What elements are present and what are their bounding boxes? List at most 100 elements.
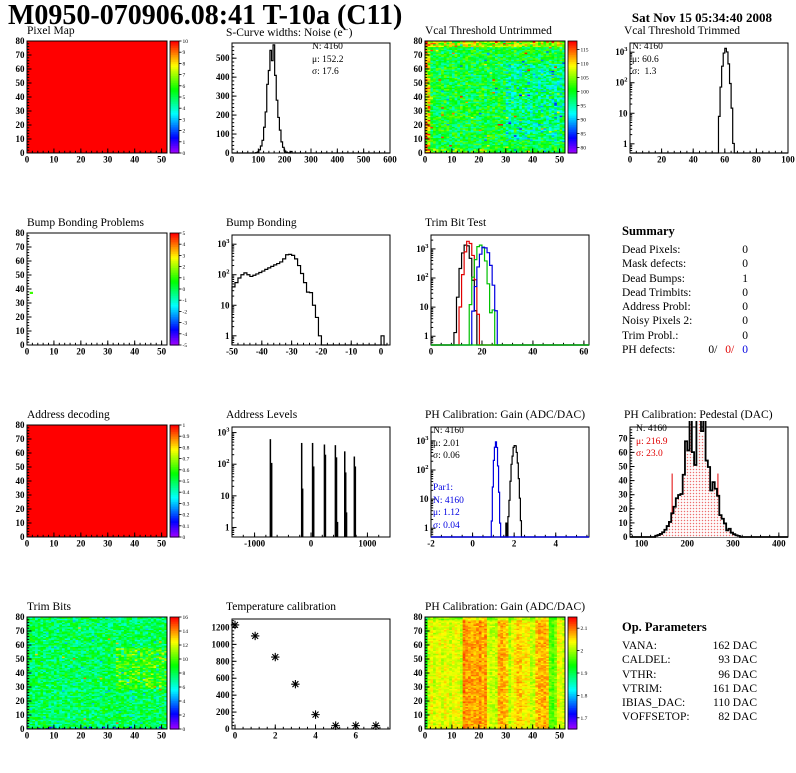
param-row-label: CALDEL: <box>622 654 671 667</box>
plot-cell-address-levels: Address Levels <box>202 409 399 581</box>
stats-line: μ: 152.2 <box>312 54 344 65</box>
plot-title: S-Curve widths: Noise (e⁻) <box>226 27 353 39</box>
vcal-untrimmed-chart <box>401 37 596 187</box>
plot-title: PH Calibration: Gain (ADC/DAC) <box>425 601 586 613</box>
scurve-noise-chart <box>202 37 397 187</box>
stats-line: N: 4160 <box>433 426 464 436</box>
trim-bit-test-chart <box>401 229 596 379</box>
summary-row-label: Dead Bumps: <box>622 272 685 285</box>
stats-box: N: 4160 μ: 152.2 σ: 17.6 <box>312 41 343 79</box>
param-row-label: VANA: <box>622 640 657 652</box>
plot-title: PH Calibration: Gain (ADC/DAC) <box>425 409 586 421</box>
ph-pedestal-chart <box>600 421 795 571</box>
stats-line: σ: 0.06 <box>433 451 460 461</box>
summary-rows: Dead Pixels: 0 Mask defects: 0 Dead Bumps: 1 D… <box>622 243 748 357</box>
stats-line: N: 4160 <box>632 42 663 52</box>
stats-line: μ: 2.01 <box>433 438 460 449</box>
summary-row: Mask defects: 0 <box>622 257 748 271</box>
param-row-value: 82 DAC <box>718 711 757 724</box>
timestamp: Sat Nov 15 05:34:40 2008 <box>631 10 772 25</box>
summary-row-value: 0 <box>742 258 748 271</box>
param-row-label: VOFFSETOP: <box>622 711 690 724</box>
plot-title: Temperature calibration <box>226 601 336 613</box>
plot-cell-scurve-noise: S-Curve widths: Noise (e⁻) N: 4160 μ: 152… <box>202 25 399 197</box>
plot-cell-ph-gain-hist: PH Calibration: Gain (ADC/DAC) N: 4160 μ:… <box>401 409 598 581</box>
plot-title: Pixel Map <box>27 25 75 37</box>
ph-defect-count: 0/ <box>708 344 718 357</box>
stats-line: σ: 1.3 <box>632 67 657 77</box>
stats-line: μ: 1.12 <box>433 508 460 518</box>
param-row-label: VTHR: <box>622 668 657 681</box>
param-row-value: 110 DAC <box>713 697 757 710</box>
param-row-label: IBIAS_DAC: <box>622 697 686 710</box>
plot-title: Trim Bit Test <box>425 217 487 229</box>
plot-cell-pixel-map: Pixel Map <box>3 25 200 197</box>
plot-cell-vcal-trimmed: Vcal Threshold Trimmed N: 4160 μ: 60.6 σ: … <box>600 25 796 197</box>
summary-panel: Summary Dead Pixels: 0 Mask defects: 0 Dead … <box>600 217 796 389</box>
summary-title: Summary <box>622 224 675 238</box>
temperature-calibration-chart <box>202 613 397 763</box>
plot-cell-trim-bit-test: Trim Bit Test <box>401 217 598 389</box>
stats-line: σ: 0.04 <box>433 520 460 531</box>
summary-row-label: Dead Pixels: <box>622 244 681 256</box>
stats-line: σ: 17.6 <box>312 67 339 77</box>
stats-line: N: 4160 <box>312 42 343 52</box>
param-row: CALDEL: 93 DAC <box>622 653 757 667</box>
summary-row-label: Address Probl: <box>622 301 691 314</box>
plot-cell-ph-gain-map: PH Calibration: Gain (ADC/DAC) <box>401 601 598 773</box>
pixel-map-chart <box>3 37 198 187</box>
plot-cell-address-decoding: Address decoding <box>3 409 200 581</box>
param-row-label: VTRIM: <box>622 682 663 695</box>
op-parameters-rows: VANA: 162 DAC CALDEL: 93 DAC VTHR: 96 DAC VTRI… <box>622 639 757 725</box>
ph-gain-hist-chart <box>401 421 596 571</box>
plot-cell-bump-bonding-problems: Bump Bonding Problems <box>3 217 200 389</box>
param-row-value: 96 DAC <box>718 668 757 681</box>
summary-row-label: Noisy Pixels 2: <box>622 315 693 328</box>
summary-row: Dead Pixels: 0 <box>622 243 748 257</box>
plot-title: PH Calibration: Pedestal (DAC) <box>624 409 773 421</box>
stats-box: N: 4160 μ: 60.6 σ: 1.3 <box>632 41 663 79</box>
plot-cell-vcal-untrimmed: Vcal Threshold Untrimmed <box>401 25 598 197</box>
bump-bonding-chart <box>202 229 397 379</box>
ph-defect-count: 0 <box>742 344 748 357</box>
vcal-trimmed-chart <box>600 37 795 187</box>
param-row-value: 93 DAC <box>718 654 757 667</box>
address-decoding-chart <box>3 421 198 571</box>
summary-row-value: 0 <box>742 329 748 342</box>
stats-line: μ: 216.9 <box>636 436 668 447</box>
stats-line: N: 4160 <box>433 495 464 506</box>
param-row: VOFFSETOP: 82 DAC <box>622 710 757 724</box>
param-row: VANA: 162 DAC <box>622 639 757 653</box>
summary-row-value: 0 <box>742 286 748 299</box>
stats-box: N: 4160 μ: 2.01 σ: 0.06 <box>433 425 464 463</box>
plot-title: Address Levels <box>226 409 298 421</box>
ph-gain-map-chart <box>401 613 596 763</box>
param-row: VTRIM: 161 DAC <box>622 682 757 696</box>
summary-row-value: 0 <box>742 244 748 256</box>
bump-bonding-problems-chart <box>3 229 198 379</box>
trim-bits-chart <box>3 613 198 763</box>
summary-row: Address Probl: 0 <box>622 300 748 314</box>
page-title: M0950-070906.08:41 T-10a (C11) <box>8 0 403 31</box>
summary-row-label: Trim Probl.: <box>622 329 679 342</box>
summary-row-value: 0/0/0 <box>700 343 748 357</box>
plot-cell-temperature-calibration: Temperature calibration <box>202 601 399 773</box>
summary-row: Noisy Pixels 2: 0 <box>622 314 748 328</box>
summary-row-value: 1 <box>742 272 748 285</box>
stats-line: N: 4160 <box>636 424 667 434</box>
summary-row-value: 0 <box>742 301 748 314</box>
param-row: VTHR: 96 DAC <box>622 668 757 682</box>
plot-title: Bump Bonding Problems <box>27 217 144 229</box>
summary-row-label: Dead Trimbits: <box>622 286 692 299</box>
plot-title: Vcal Threshold Untrimmed <box>425 25 552 37</box>
ph-defect-count: 0/ <box>725 344 735 357</box>
plot-cell-bump-bonding: Bump Bonding <box>202 217 399 389</box>
param-row: IBIAS_DAC: 110 DAC <box>622 696 757 710</box>
plot-cell-trim-bits: Trim Bits <box>3 601 200 773</box>
plot-title: Vcal Threshold Trimmed <box>624 25 741 37</box>
plot-title: Bump Bonding <box>226 217 297 229</box>
stats-line: σ: 23.0 <box>636 449 663 459</box>
stats-line: Par1: <box>433 483 454 493</box>
summary-row: Trim Probl.: 0 <box>622 329 748 343</box>
summary-row: Dead Bumps: 1 <box>622 272 748 286</box>
